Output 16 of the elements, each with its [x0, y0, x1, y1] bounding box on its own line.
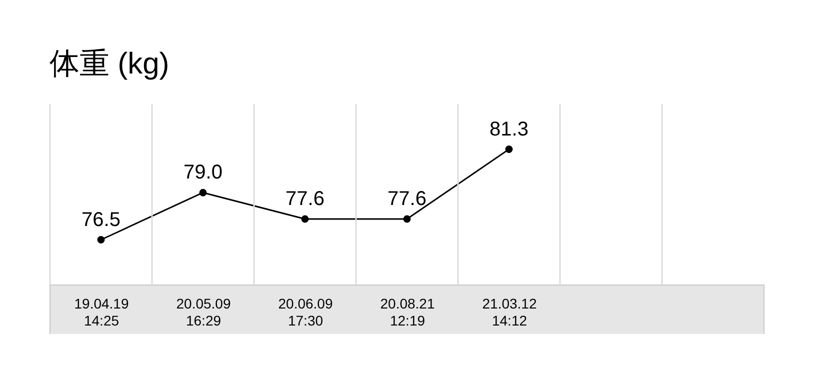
x-tick-label: 20.05.09 16:29 — [176, 296, 231, 328]
data-label: 79.0 — [184, 162, 222, 184]
point — [403, 215, 411, 223]
data-label: 81.3 — [490, 118, 528, 140]
point — [301, 215, 309, 223]
chart-title: 体重 (kg) — [49, 47, 170, 80]
data-label: 77.6 — [286, 188, 324, 210]
data-label: 77.6 — [388, 188, 426, 210]
x-tick-label: 19.04.19 14:25 — [74, 296, 129, 328]
point — [97, 236, 105, 244]
point — [199, 188, 207, 196]
x-tick-label: 20.08.21 12:19 — [380, 296, 435, 328]
data-label: 76.5 — [82, 208, 120, 231]
x-tick-label: 21.03.12 14:12 — [482, 296, 537, 328]
point — [505, 146, 513, 153]
x-tick-label: 20.06.09 17:30 — [278, 296, 333, 328]
